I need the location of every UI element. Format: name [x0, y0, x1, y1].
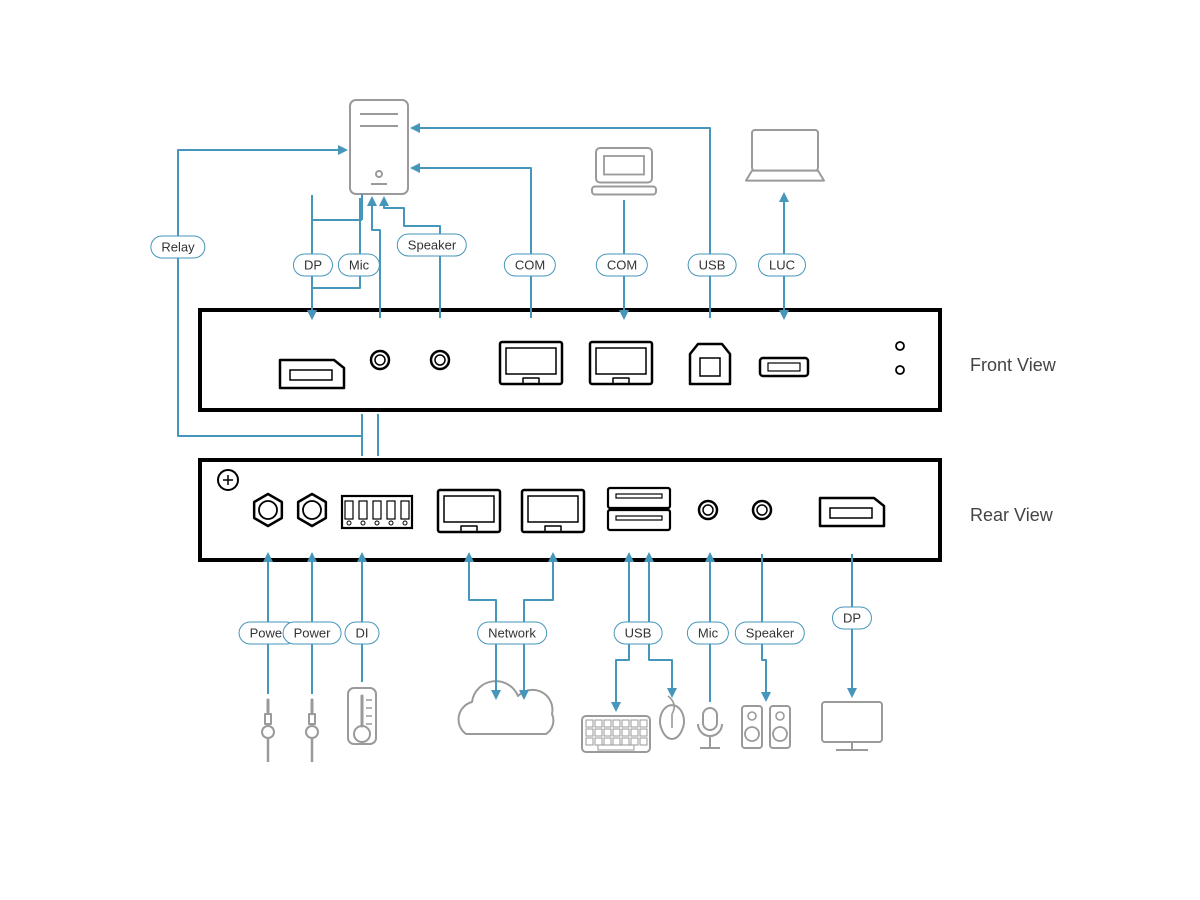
- label-relay: Relay: [150, 236, 205, 259]
- label-dp_f: DP: [293, 254, 333, 277]
- label-mic_r: Mic: [687, 622, 729, 645]
- label-di: DI: [345, 622, 380, 645]
- label-pwr2: Power: [283, 622, 342, 645]
- label-spk_r: Speaker: [735, 622, 805, 645]
- label-net: Network: [477, 622, 547, 645]
- label-dp_r: DP: [832, 607, 872, 630]
- label-com_r: COM: [596, 254, 648, 277]
- diagram-stage: RelayDPMicSpeakerCOMCOMUSBLUCPowerPowerD…: [0, 0, 1200, 900]
- label-usb_f: USB: [688, 254, 737, 277]
- label-luc: LUC: [758, 254, 806, 277]
- label-spk_f: Speaker: [397, 234, 467, 257]
- label-usb_r: USB: [614, 622, 663, 645]
- label-com_l: COM: [504, 254, 556, 277]
- label-mic_f: Mic: [338, 254, 380, 277]
- rear-view-label: Rear View: [970, 505, 1053, 526]
- front-view-label: Front View: [970, 355, 1056, 376]
